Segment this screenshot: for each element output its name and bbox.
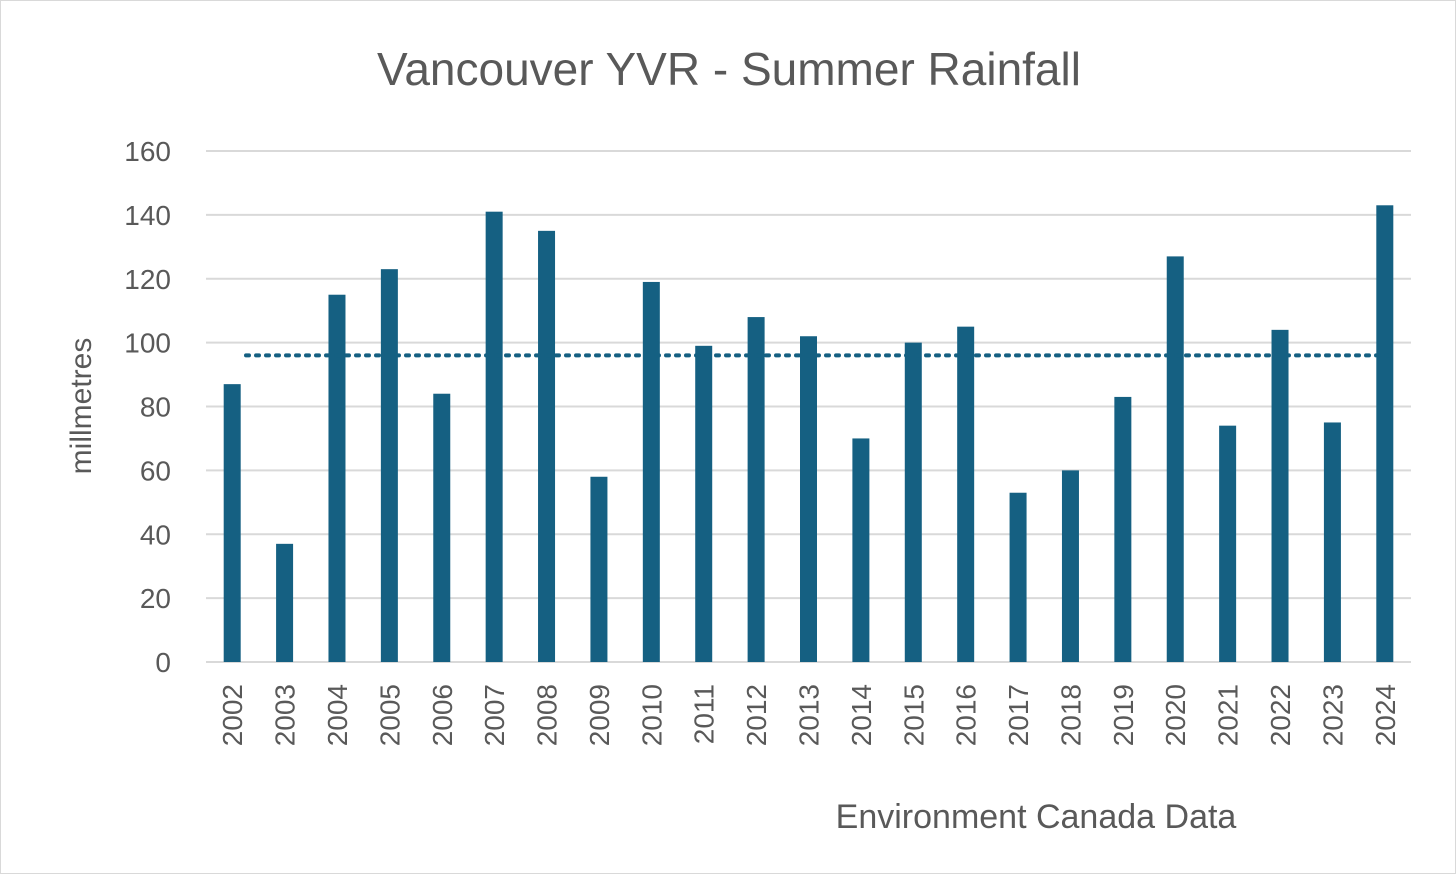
bar-2019 xyxy=(1114,396,1132,662)
y-tick-label: 40 xyxy=(140,519,171,550)
x-tick-label: 2011 xyxy=(689,684,720,744)
bar-2021 xyxy=(1219,425,1237,662)
x-tick-label: 2004 xyxy=(322,684,353,746)
y-tick-label: 80 xyxy=(140,392,171,423)
x-tick-label: 2019 xyxy=(1108,684,1139,746)
x-tick-label: 2013 xyxy=(794,684,825,746)
x-tick-label: 2024 xyxy=(1370,684,1401,746)
bar-2020 xyxy=(1166,256,1184,662)
x-tick-label: 2010 xyxy=(636,684,667,746)
bar-2006 xyxy=(433,393,451,662)
bar-2009 xyxy=(590,476,608,662)
x-tick-label: 2016 xyxy=(951,684,982,746)
y-tick-label: 0 xyxy=(155,647,171,678)
bar-2005 xyxy=(380,269,398,662)
bar-2022 xyxy=(1271,329,1289,662)
bar-2010 xyxy=(642,281,660,662)
y-tick-label: 140 xyxy=(124,200,171,231)
bar-2002 xyxy=(223,384,241,662)
x-tick-label: 2023 xyxy=(1317,684,1348,746)
bar-2007 xyxy=(485,211,503,662)
bar-2004 xyxy=(328,294,346,662)
bar-2017 xyxy=(1009,492,1027,662)
bar-2016 xyxy=(957,326,975,662)
x-tick-label: 2020 xyxy=(1160,684,1191,746)
x-axis-ticks: 2002 2003 2004 2005 2006 2007 2008 2009 2010 2011… xyxy=(217,684,1401,746)
x-tick-label: 2015 xyxy=(898,684,929,746)
x-tick-label: 2014 xyxy=(846,684,877,746)
x-tick-label: 2007 xyxy=(479,684,510,746)
bar-2018 xyxy=(1061,470,1079,662)
chart-title: Vancouver YVR - Summer Rainfall xyxy=(377,43,1081,95)
y-tick-label: 160 xyxy=(124,136,171,167)
y-tick-label: 60 xyxy=(140,455,171,486)
bar-2024 xyxy=(1376,205,1394,662)
bar-2013 xyxy=(800,336,817,662)
x-tick-label: 2021 xyxy=(1213,684,1244,746)
x-tick-label: 2018 xyxy=(1055,684,1086,746)
y-tick-label: 100 xyxy=(124,328,171,359)
x-tick-label: 2002 xyxy=(217,684,248,746)
x-tick-label: 2009 xyxy=(584,684,615,746)
x-tick-label: 2003 xyxy=(270,684,301,746)
bar-2003 xyxy=(276,543,294,662)
y-axis-label: millmetres xyxy=(65,338,98,475)
bar-2023 xyxy=(1323,422,1341,662)
y-tick-label: 120 xyxy=(124,264,171,295)
x-tick-label: 2006 xyxy=(427,684,458,746)
bar-2012 xyxy=(747,317,765,662)
bars xyxy=(223,205,1394,662)
x-tick-label: 2008 xyxy=(532,684,563,746)
bar-2014 xyxy=(852,438,870,662)
y-tick-label: 20 xyxy=(140,583,171,614)
source-annotation: Environment Canada Data xyxy=(836,798,1237,836)
bar-2011 xyxy=(695,345,713,662)
bar-2015 xyxy=(904,342,922,662)
x-tick-label: 2022 xyxy=(1265,684,1296,746)
x-tick-label: 2017 xyxy=(1003,684,1034,746)
y-axis-ticks: 0 20 40 60 80 100 120 140 160 xyxy=(124,136,171,678)
x-tick-label: 2005 xyxy=(374,684,405,746)
bar-2008 xyxy=(538,230,556,662)
x-tick-label: 2012 xyxy=(741,684,772,746)
